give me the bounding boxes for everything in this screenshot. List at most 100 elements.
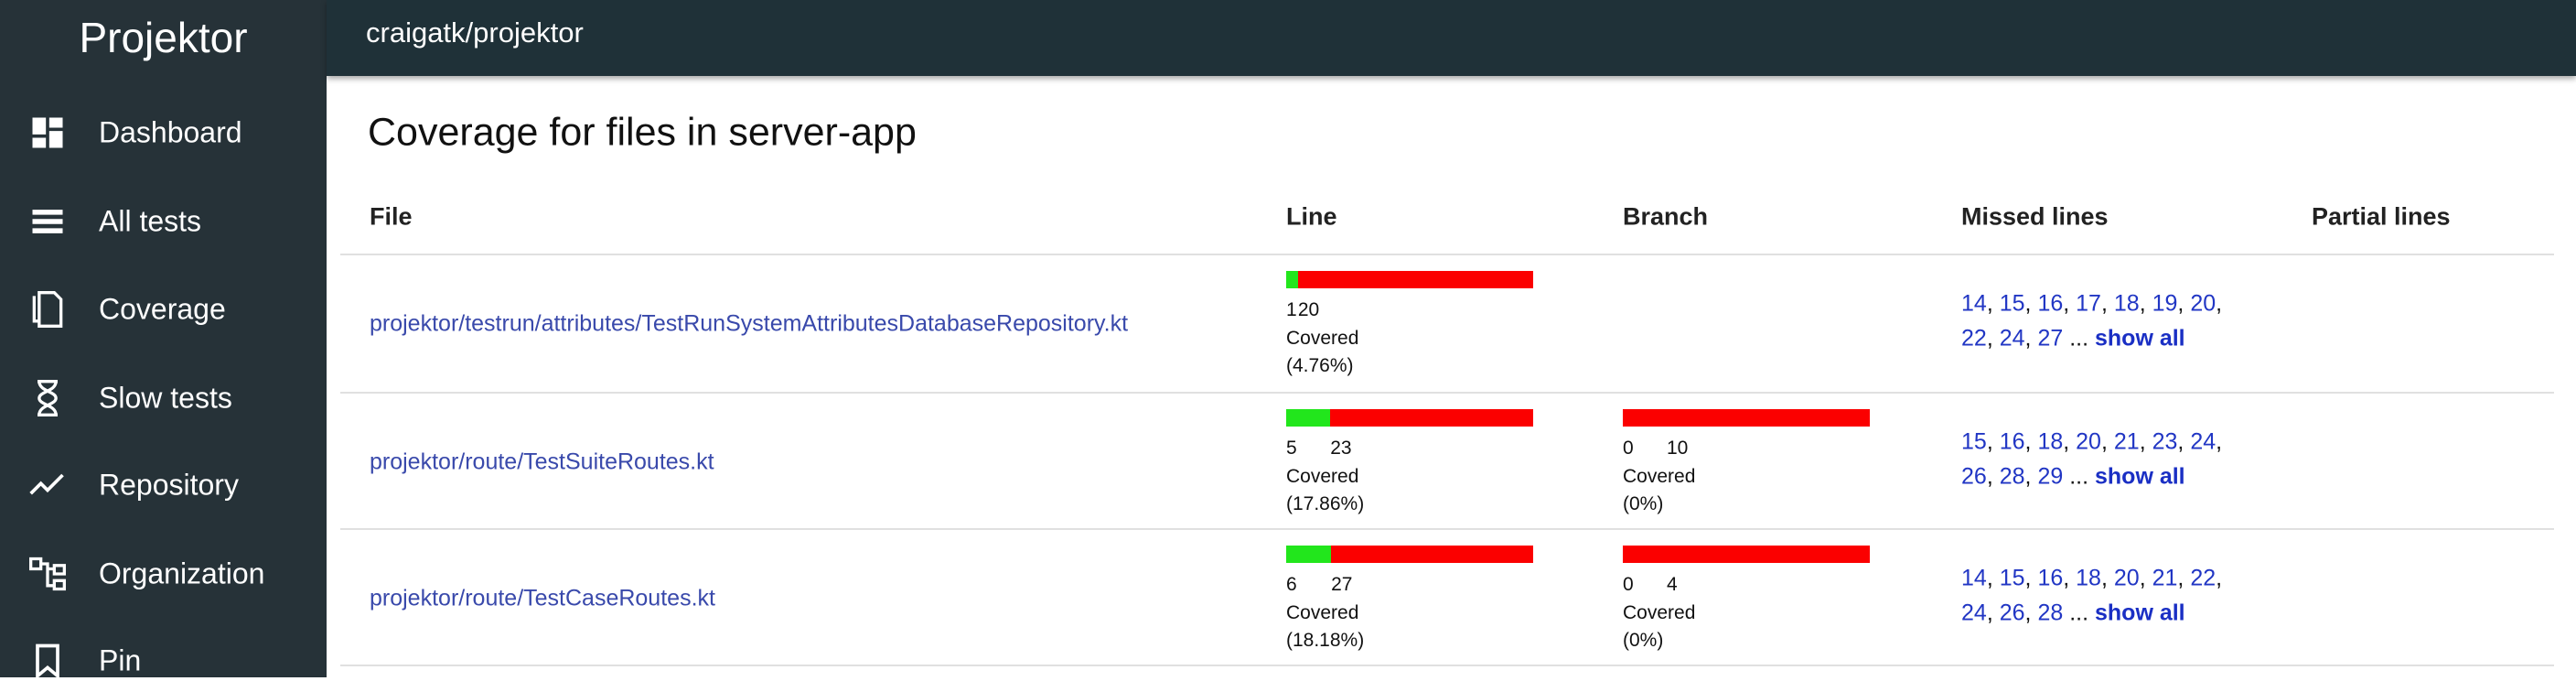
- separator: ,: [2216, 565, 2223, 591]
- file-link[interactable]: projektor/testrun/attributes/TestRunSyst…: [370, 310, 1129, 337]
- missed-line-link[interactable]: 19: [2152, 290, 2178, 317]
- missed-line-link[interactable]: 24: [1999, 325, 2025, 351]
- missed-line-link[interactable]: 15: [1999, 290, 2025, 317]
- missed-line-link[interactable]: 28: [1999, 463, 2025, 490]
- column-header: Partial lines: [2312, 202, 2451, 231]
- nav-item[interactable]: Pin: [99, 643, 142, 677]
- missed-line-link[interactable]: 21: [2152, 565, 2178, 591]
- file-link[interactable]: projektor/route/TestCaseRoutes.kt: [370, 585, 715, 611]
- separator: ,: [2063, 290, 2070, 317]
- coverage-percent: (18.18%): [1286, 630, 1365, 651]
- covered-label: Covered: [1623, 602, 1696, 623]
- covered-label: Covered: [1286, 466, 1359, 487]
- missed-line-link[interactable]: 16: [1999, 428, 2025, 455]
- separator: ,: [2100, 428, 2108, 455]
- column-header: File: [370, 202, 413, 231]
- missed-line-link[interactable]: 15: [1961, 428, 1987, 455]
- missed-line-link[interactable]: 14: [1961, 290, 1987, 317]
- missed-lines: 14, 15, 16, 17, 18, 19, 20,: [1961, 291, 2222, 318]
- row-divider: [340, 254, 2554, 255]
- covered-bar: [1286, 409, 1331, 427]
- separator: ,: [1986, 428, 1993, 455]
- separator: ,: [2024, 325, 2032, 351]
- separator: ,: [2216, 290, 2223, 317]
- separator: ,: [1986, 565, 1993, 591]
- pin-icon: [36, 643, 59, 680]
- separator: ,: [2024, 565, 2032, 591]
- missed-line-link[interactable]: 26: [1999, 600, 2025, 626]
- brand[interactable]: Projektor: [79, 14, 248, 61]
- top-bar: [327, 0, 2576, 76]
- missed-lines: 24, 26, 28 ... show all: [1961, 600, 2185, 627]
- separator: ,: [2063, 565, 2070, 591]
- show-all-link[interactable]: show all: [2095, 325, 2185, 351]
- separator: ,: [2024, 463, 2032, 490]
- nav-item[interactable]: Repository: [99, 468, 239, 502]
- missed-line-link[interactable]: 20: [2113, 565, 2140, 591]
- covered-count: 0: [1623, 438, 1634, 459]
- missed-bar: [1330, 409, 1533, 427]
- missed-line-link[interactable]: 17: [2076, 290, 2101, 317]
- separator: ,: [2024, 290, 2032, 317]
- separator: ,: [2024, 600, 2032, 626]
- missed-line-link[interactable]: 23: [2152, 428, 2178, 455]
- sidebar: Projektor: [0, 0, 327, 680]
- missed-line-link[interactable]: 24: [1961, 600, 1987, 626]
- column-header: Branch: [1623, 202, 1709, 231]
- nav-item[interactable]: All tests: [99, 204, 202, 238]
- missed-line-link[interactable]: 14: [1961, 565, 1987, 591]
- missed-lines: 22, 24, 27 ... show all: [1961, 326, 2185, 352]
- missed-bar: [1297, 271, 1533, 288]
- missed-line-link[interactable]: 20: [2076, 428, 2101, 455]
- missed-line-link[interactable]: 22: [2190, 565, 2216, 591]
- coverage-percent: (4.76%): [1286, 355, 1354, 376]
- row-divider: [340, 528, 2554, 530]
- missed-line-link[interactable]: 29: [2037, 463, 2064, 490]
- missed-line-link[interactable]: 18: [2076, 565, 2101, 591]
- missed-lines: 14, 15, 16, 18, 20, 21, 22,: [1961, 566, 2222, 592]
- missed-line-link[interactable]: 27: [2037, 325, 2064, 351]
- missed-line-link[interactable]: 18: [2037, 428, 2064, 455]
- row-divider: [340, 665, 2554, 666]
- missed-line-link[interactable]: 22: [1961, 325, 1987, 351]
- separator: ,: [2063, 428, 2070, 455]
- covered-label: Covered: [1286, 602, 1359, 623]
- covered-bar: [1286, 546, 1332, 563]
- page-heading: Coverage for files in server-app: [368, 110, 917, 155]
- missed-line-link[interactable]: 16: [2037, 565, 2064, 591]
- nav-item[interactable]: Coverage: [99, 292, 226, 326]
- ellipsis: ...: [2069, 463, 2089, 490]
- separator: ,: [1986, 325, 1993, 351]
- ellipsis: ...: [2069, 325, 2089, 351]
- separator: ,: [1986, 463, 1993, 490]
- missed-line-link[interactable]: 15: [1999, 565, 2025, 591]
- separator: ,: [2024, 428, 2032, 455]
- missed-count: 20: [1297, 299, 1320, 320]
- missed-line-link[interactable]: 26: [1961, 463, 1987, 490]
- missed-count: 10: [1667, 438, 1689, 459]
- separator: ,: [2139, 290, 2146, 317]
- show-all-link[interactable]: show all: [2095, 600, 2185, 626]
- show-all-link[interactable]: show all: [2095, 463, 2185, 490]
- covered-count: 6: [1286, 574, 1297, 595]
- covered-bar: [1286, 271, 1298, 288]
- missed-line-link[interactable]: 16: [2037, 290, 2064, 317]
- missed-bar: [1623, 409, 1870, 427]
- nav-item[interactable]: Dashboard: [99, 115, 242, 149]
- nav-item[interactable]: Organization: [99, 557, 265, 590]
- missed-line-link[interactable]: 20: [2190, 290, 2216, 317]
- separator: ,: [2216, 428, 2223, 455]
- missed-line-link[interactable]: 28: [2037, 600, 2064, 626]
- missed-line-link[interactable]: 21: [2113, 428, 2140, 455]
- missed-count: 23: [1330, 438, 1352, 459]
- missed-line-link[interactable]: 18: [2113, 290, 2140, 317]
- file-link[interactable]: projektor/route/TestSuiteRoutes.kt: [370, 449, 714, 475]
- column-header: Line: [1286, 202, 1337, 231]
- separator: ,: [2139, 565, 2146, 591]
- nav-item[interactable]: Slow tests: [99, 381, 232, 415]
- missed-line-link[interactable]: 24: [2190, 428, 2216, 455]
- missed-count: 4: [1667, 574, 1678, 595]
- header-title: craigatk/projektor: [366, 16, 584, 49]
- covered-label: Covered: [1623, 466, 1696, 487]
